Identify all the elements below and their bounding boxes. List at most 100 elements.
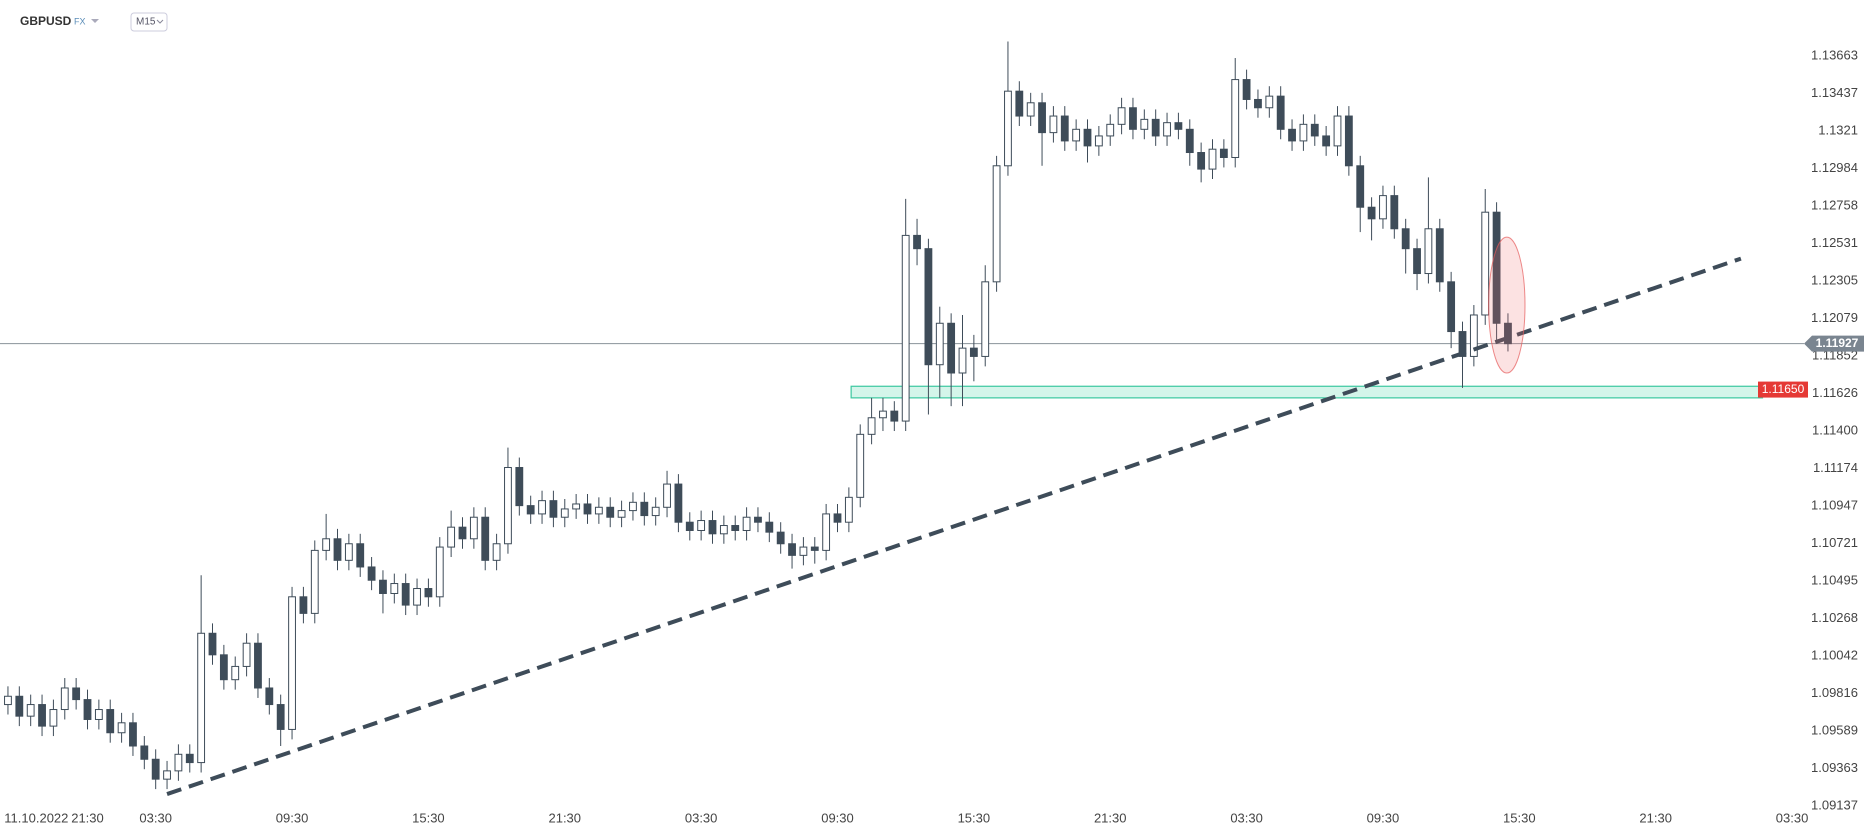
- candle-body: [356, 543, 365, 568]
- candle-body: [1435, 228, 1444, 283]
- y-tick-label: 1.11626: [1812, 385, 1858, 400]
- timeframe-button[interactable]: [130, 12, 168, 32]
- symbol[interactable]: GBPUSD: [20, 14, 72, 28]
- candle-body: [674, 483, 683, 523]
- x-tick-label: 15:30: [958, 810, 991, 825]
- timeframe[interactable]: M15: [136, 17, 156, 28]
- candle-body: [719, 525, 728, 535]
- x-tick-label: 03:30: [1776, 810, 1809, 825]
- candle-body: [833, 513, 842, 523]
- candle-body: [38, 704, 46, 727]
- x-tick-label: 21:30: [548, 810, 581, 825]
- candle-body: [447, 526, 456, 548]
- candle-body: [515, 466, 524, 507]
- candle-body: [1322, 135, 1331, 147]
- candle-body: [231, 665, 240, 681]
- candle-body: [1492, 211, 1501, 324]
- candle-body: [15, 695, 24, 717]
- y-tick-label: 1.10495: [1811, 572, 1858, 587]
- candle-body: [1265, 95, 1274, 109]
- candle-body: [651, 506, 660, 517]
- support-zone: [850, 385, 1764, 399]
- candle-body: [935, 322, 944, 366]
- candle-body: [1129, 107, 1137, 130]
- y-tick-label: 1.13437: [1811, 85, 1858, 100]
- candle-body: [1276, 95, 1285, 130]
- candle-body: [844, 496, 853, 523]
- candle-body: [379, 579, 387, 594]
- market-dropdown-arrow[interactable]: [91, 19, 99, 23]
- candle-body: [606, 506, 615, 518]
- candle-body: [310, 549, 319, 614]
- candle-body: [1060, 115, 1069, 142]
- x-tick-label: 11.10.2022: [4, 810, 68, 825]
- x-tick-label: 21:30: [1639, 810, 1672, 825]
- candle-body: [276, 704, 285, 730]
- candle-body: [1072, 128, 1081, 142]
- candle-body: [265, 687, 274, 706]
- candle-body: [538, 500, 546, 515]
- candle-body: [1117, 107, 1126, 125]
- x-tick-label: 09:30: [1367, 810, 1400, 825]
- candle-body: [1185, 128, 1194, 154]
- y-tick-label: 1.1321: [1818, 122, 1858, 137]
- y-tick-label: 1.09816: [1811, 685, 1858, 700]
- candle-body: [1242, 79, 1251, 100]
- candle-body: [1208, 148, 1217, 170]
- candle-body: [776, 531, 785, 545]
- candle-body: [197, 632, 206, 764]
- candle-body: [572, 503, 581, 510]
- candle-body: [1106, 123, 1115, 137]
- candle-body: [390, 583, 399, 594]
- y-tick-label: 1.12984: [1811, 160, 1858, 175]
- y-tick-label: 1.09137: [1811, 798, 1858, 813]
- x-tick-label: 03:30: [685, 810, 718, 825]
- candle-body: [174, 753, 183, 772]
- candle-body: [1367, 206, 1376, 220]
- candle-body: [344, 543, 353, 561]
- candle-body: [1151, 118, 1160, 137]
- candle-body: [26, 704, 35, 717]
- candle-body: [697, 520, 706, 531]
- candle-body: [254, 642, 262, 689]
- candle-body: [549, 500, 558, 518]
- x-tick-label: 03:30: [1230, 810, 1263, 825]
- y-tick-label: 1.12079: [1811, 310, 1858, 325]
- x-tick-label: 21:30: [1094, 810, 1127, 825]
- candle-body: [1504, 322, 1512, 345]
- candle-body: [958, 347, 967, 374]
- candle-body: [242, 642, 251, 667]
- candle-body: [708, 520, 717, 535]
- candle-body: [322, 538, 331, 551]
- candle-body: [1026, 102, 1035, 117]
- candle-body: [1379, 195, 1387, 220]
- y-tick-label: 1.10947: [1811, 498, 1858, 513]
- candle-body: [1469, 314, 1478, 357]
- candle-body: [333, 538, 342, 561]
- x-tick-label: 03:30: [139, 810, 172, 825]
- y-tick-label: 1.12531: [1811, 235, 1858, 250]
- candle-body: [913, 234, 921, 250]
- market: FX: [74, 16, 86, 26]
- candle-body: [1083, 128, 1092, 147]
- candle-body: [731, 525, 740, 531]
- y-tick-label: 1.09589: [1811, 723, 1858, 738]
- candle-body: [1458, 331, 1467, 357]
- candle-body: [788, 543, 796, 556]
- candle-body: [413, 588, 421, 606]
- candle-body: [163, 770, 171, 780]
- candle-body: [992, 165, 1001, 283]
- candle-body: [72, 687, 81, 701]
- candle-body: [901, 234, 910, 422]
- candle-body: [856, 433, 865, 498]
- y-tick-label: 1.11174: [1813, 460, 1858, 475]
- x-tick-label: 15:30: [412, 810, 445, 825]
- candle-body: [1424, 228, 1433, 275]
- candle-body: [1219, 148, 1228, 158]
- candle-body: [1288, 128, 1296, 142]
- candle-body: [560, 508, 569, 518]
- candle-body: [469, 516, 478, 540]
